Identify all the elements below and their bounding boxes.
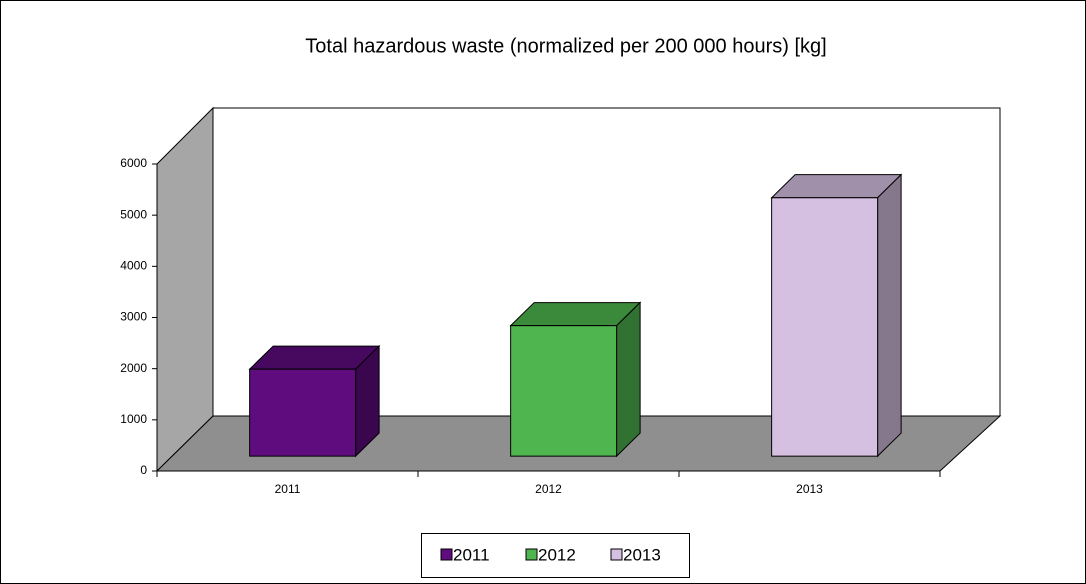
legend (421, 533, 690, 578)
y-tick-label: 4000 (120, 259, 147, 273)
legend-label: 2012 (538, 545, 576, 564)
x-tick-label: 2011 (275, 482, 301, 496)
legend-swatch (440, 548, 453, 561)
legend-label: 2013 (623, 545, 661, 564)
bar-side (616, 301, 641, 458)
side-wall (156, 106, 214, 473)
bar (249, 368, 357, 457)
bar-side (877, 173, 902, 458)
bar (510, 325, 618, 457)
x-tick-label: 2013 (796, 482, 823, 496)
y-tick-label: 5000 (120, 207, 147, 221)
y-tick-label: 2000 (120, 361, 147, 375)
y-tick-label: 0 (140, 463, 147, 477)
chart-title: Total hazardous waste (normalized per 20… (305, 35, 826, 57)
y-tick-label: 6000 (120, 156, 147, 170)
legend-label: 2011 (453, 545, 490, 564)
legend-swatch (610, 548, 623, 561)
x-tick-label: 2012 (535, 482, 562, 496)
y-tick-label: 3000 (120, 310, 147, 324)
bar (771, 197, 879, 457)
legend-swatch (525, 548, 538, 561)
y-tick-label: 1000 (120, 412, 147, 426)
